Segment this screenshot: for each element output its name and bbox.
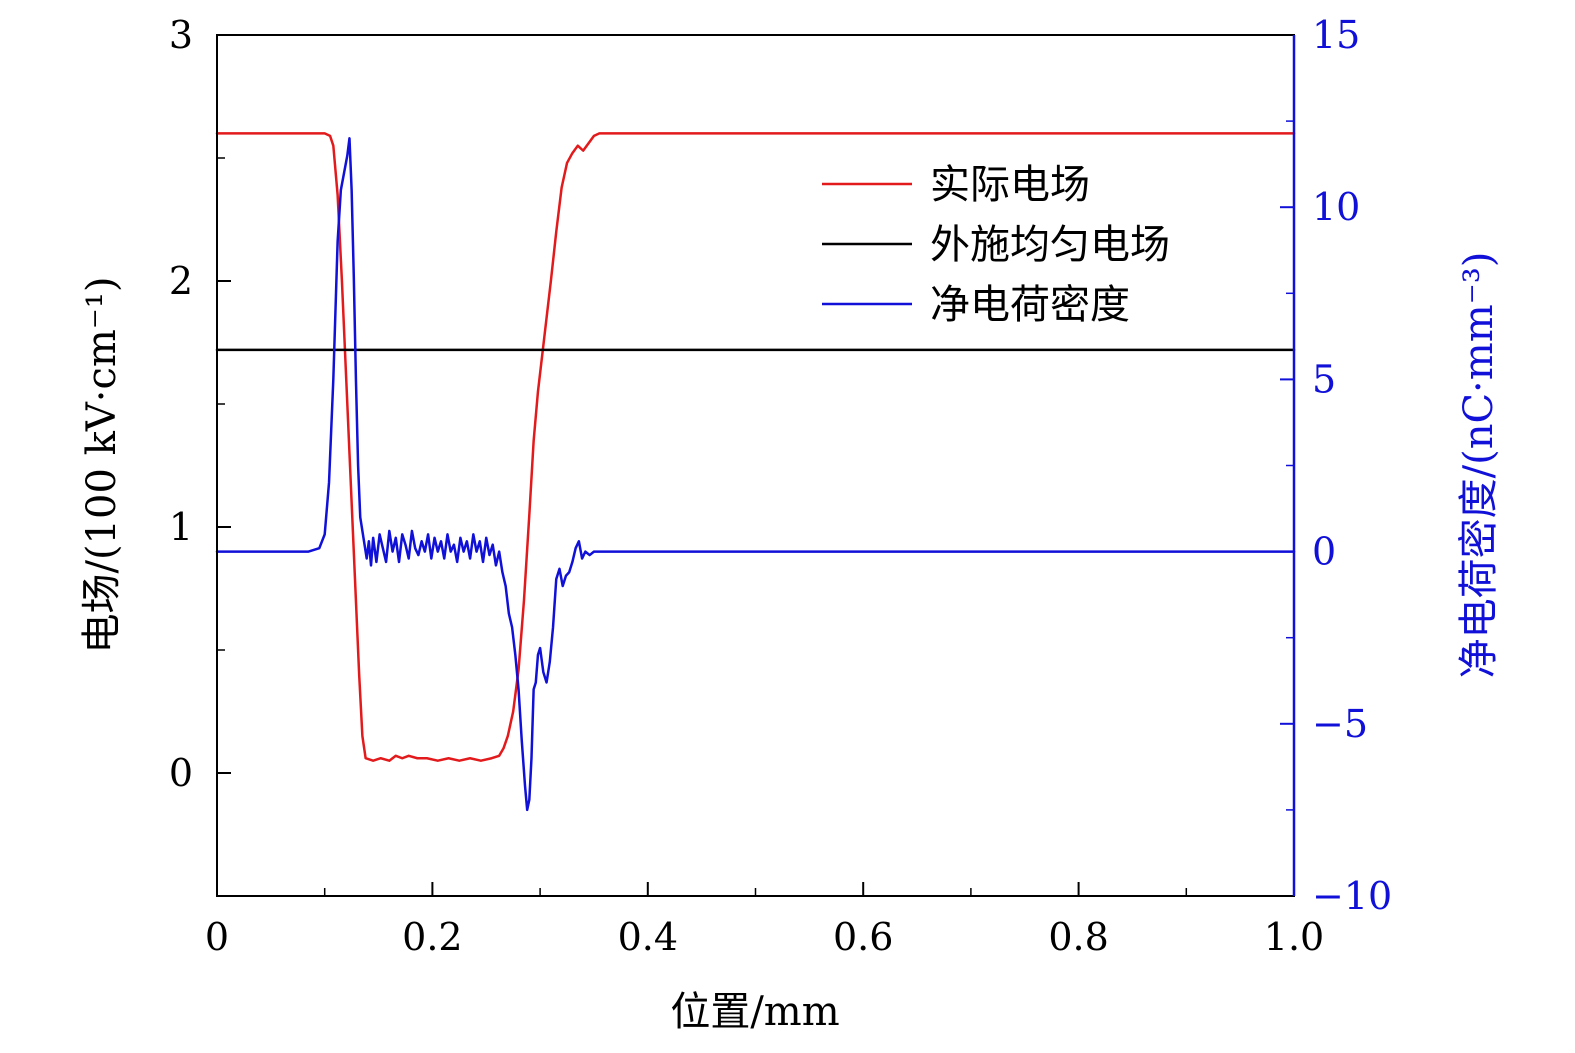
series-charge-density: [215, 137, 1296, 812]
series-layer: [215, 132, 1296, 812]
legend: 实际电场 外施均匀电场 净电荷密度: [822, 162, 1170, 328]
x-tick-label: 1.0: [1264, 915, 1324, 959]
legend-label-applied-field: 外施均匀电场: [930, 222, 1170, 268]
y-right-tick-label: −5: [1312, 702, 1368, 746]
y-left-tick-label: 3: [169, 13, 193, 57]
x-tick-label: 0.4: [618, 915, 678, 959]
legend-label-charge-density: 净电荷密度: [930, 282, 1130, 328]
y-right-tick-label: 5: [1312, 357, 1336, 401]
ticks-layer: 0 0.2 0.4 0.6 0.8 1.0 0 1 2 3 −10 −5 0 5 10 15: [169, 13, 1392, 959]
y-right-tick-label: 10: [1312, 185, 1360, 229]
x-tick-label: 0: [205, 915, 229, 959]
x-axis-label: 位置/mm: [670, 989, 839, 1035]
x-tick-label: 0.6: [833, 915, 893, 959]
y-left-tick-label: 2: [169, 259, 193, 303]
y-right-tick-label: 0: [1312, 530, 1336, 574]
legend-label-actual-field: 实际电场: [930, 162, 1090, 208]
y-left-tick-label: 1: [169, 505, 193, 549]
plot-frame: [216, 34, 1295, 897]
y-left-tick-label: 0: [169, 751, 193, 795]
y-axis-right-label: 净电荷密度/(nC·mm⁻³): [1456, 252, 1502, 679]
series-actual-field: [215, 132, 1296, 762]
x-tick-label: 0.8: [1048, 915, 1108, 959]
y-right-tick-label: −10: [1312, 874, 1392, 918]
x-tick-label: 0.2: [402, 915, 462, 959]
y-axis-left-label: 电场/(100 kV·cm⁻¹): [79, 276, 125, 653]
y-right-tick-label: 15: [1312, 13, 1360, 57]
